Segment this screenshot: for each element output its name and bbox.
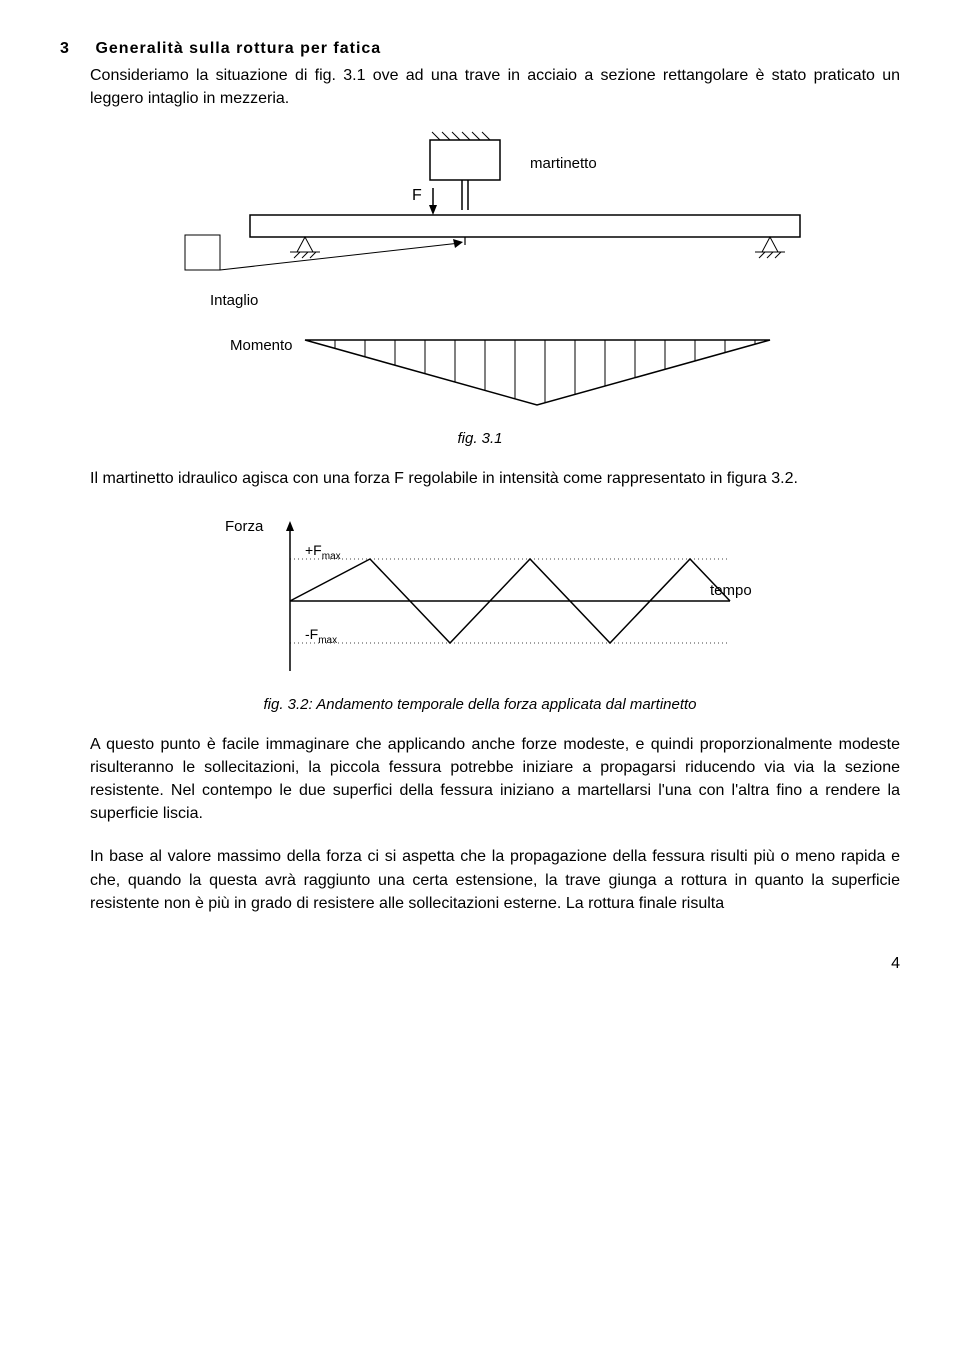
- label-momento: Momento: [230, 337, 293, 354]
- caption-3-1: fig. 3.1: [60, 430, 900, 447]
- paragraph-1: Consideriamo la situazione di fig. 3.1 o…: [90, 64, 900, 110]
- figure-3-2: Forza +Fmax -Fmax tempo: [60, 511, 900, 686]
- label-F: F: [412, 187, 422, 204]
- section-heading: 3 Generalità sulla rottura per fatica: [60, 40, 900, 58]
- label-tempo: tempo: [710, 582, 752, 599]
- heading-number: 3: [60, 40, 90, 58]
- paragraph-3: A questo punto è facile immaginare che a…: [90, 733, 900, 826]
- label-intaglio: Intaglio: [210, 292, 258, 309]
- label-martinetto: martinetto: [530, 155, 597, 172]
- figure-3-1: martinetto F Intaglio Momento: [60, 130, 900, 420]
- caption-3-2: fig. 3.2: Andamento temporale della forz…: [60, 696, 900, 713]
- heading-title: Generalità sulla rottura per fatica: [95, 40, 381, 57]
- label-forza: Forza: [225, 518, 264, 535]
- page-number: 4: [60, 955, 900, 973]
- figure-3-1-svg: martinetto F Intaglio Momento: [130, 130, 830, 420]
- label-minus-fmax: -Fmax: [305, 626, 337, 646]
- paragraph-4: In base al valore massimo della forza ci…: [90, 845, 900, 915]
- paragraph-2: Il martinetto idraulico agisca con una f…: [90, 467, 900, 490]
- figure-3-2-svg: Forza +Fmax -Fmax tempo: [170, 511, 790, 686]
